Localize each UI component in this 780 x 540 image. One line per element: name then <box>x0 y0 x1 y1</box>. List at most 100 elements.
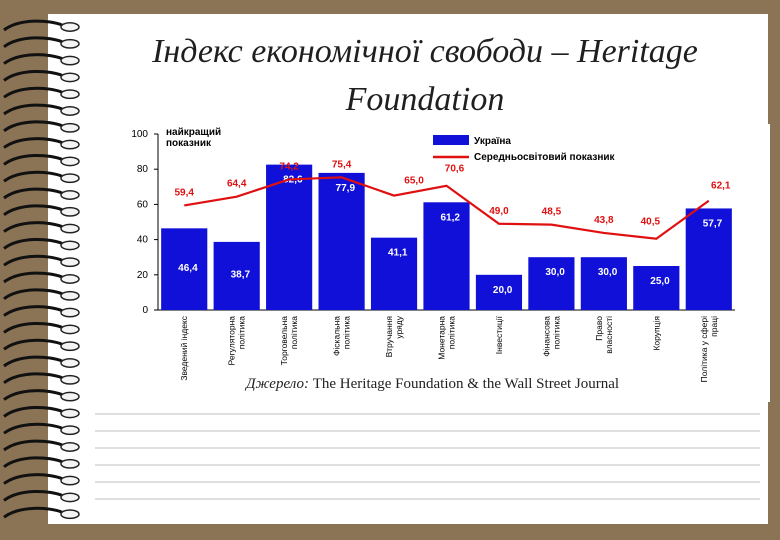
bar <box>213 241 260 310</box>
spiral-ring <box>3 473 80 486</box>
bar-value-label: 20,0 <box>493 285 513 296</box>
spiral-ring <box>3 506 80 520</box>
x-category-label: Політика у сфері праці <box>699 316 719 382</box>
line-value-label: 40,5 <box>641 217 661 228</box>
bar <box>685 208 732 310</box>
x-category-label: Торговельна політика <box>279 316 299 366</box>
line-value-label: 74,2 <box>279 161 299 172</box>
slide-title: Індекс економічної свободи – Heritage Fo… <box>152 33 698 118</box>
legend: Україна Середньосвітовий показник <box>433 135 616 163</box>
x-category-text: Монетарна <box>437 316 447 360</box>
x-category-label: Корупція <box>651 316 661 351</box>
line-value-label: 65,0 <box>404 176 424 187</box>
bar-value-label: 41,1 <box>388 248 408 259</box>
bar <box>475 274 523 310</box>
spiral-ring <box>3 120 80 133</box>
spiral-binding <box>3 19 80 520</box>
x-category-text: Корупція <box>651 316 661 351</box>
x-category-text: Фіскальна <box>332 316 342 356</box>
bar <box>633 266 680 310</box>
spiral-ring <box>3 19 80 32</box>
bar-value-label: 46,4 <box>178 263 198 274</box>
bar <box>423 202 470 310</box>
bar <box>370 237 418 310</box>
spiral-ring <box>3 322 80 335</box>
spiral-ring <box>3 86 80 100</box>
spiral-ring <box>3 36 80 49</box>
bar-value-label: 30,0 <box>598 267 618 278</box>
x-category-text: політика <box>237 316 247 350</box>
spiral-ring <box>3 490 80 503</box>
x-category-label: Право власності <box>594 316 614 354</box>
x-category-text: уряду <box>394 315 404 338</box>
spiral-ring <box>3 170 80 184</box>
spiral-ring <box>3 254 80 268</box>
spiral-ring <box>3 389 80 402</box>
best-value-note: показник <box>166 138 212 149</box>
line-value-label: 48,5 <box>542 207 562 218</box>
y-tick-label: 100 <box>131 129 148 140</box>
spiral-ring <box>3 439 80 452</box>
average-line <box>184 176 710 240</box>
bar <box>266 164 313 310</box>
x-category-text: Інвестиції <box>494 315 504 354</box>
x-category-label: Втручання уряду <box>384 315 404 357</box>
y-tick-label: 40 <box>137 235 149 246</box>
x-category-text: Втручання <box>384 316 394 358</box>
x-category-text: Зведений індекс <box>179 315 189 380</box>
line-value-label: 49,0 <box>489 206 509 217</box>
y-tick-label: 0 <box>142 305 148 316</box>
spiral-ring <box>3 221 80 234</box>
line-value-label: 75,4 <box>332 159 352 170</box>
chart-panel: 0 20 40 60 80 100 найкращий показник 46,4 38,7 82,… <box>98 124 770 402</box>
x-category-label: Фінансова політика <box>541 316 561 357</box>
bar-value-label: 38,7 <box>231 269 251 280</box>
line-value-label: 64,4 <box>227 179 247 190</box>
line-value-label: 70,6 <box>445 164 465 175</box>
x-category-label: Регуляторна політика <box>227 316 247 366</box>
spiral-ring <box>3 137 80 150</box>
spiral-ring <box>3 238 80 251</box>
line-value-label: 43,8 <box>594 215 614 226</box>
x-category-label: Монетарна політика <box>437 316 457 360</box>
bar-value-label: 57,7 <box>703 218 723 229</box>
spiral-ring <box>3 372 80 385</box>
source-label: Джерело: <box>246 376 309 392</box>
bar-value-label: 61,2 <box>440 212 460 223</box>
source-text: The Heritage Foundation & the Wall Stree… <box>312 376 620 392</box>
x-category-text: політика <box>447 316 457 350</box>
bar-value-label: 25,0 <box>650 276 670 287</box>
spiral-ring <box>3 70 80 83</box>
bar <box>528 257 575 310</box>
spiral-ring <box>3 103 80 116</box>
bar-value-label: 30,0 <box>545 267 565 278</box>
line-value-label: 59,4 <box>174 187 194 198</box>
legend-swatch-bar <box>433 135 469 145</box>
x-category-label: Інвестиції <box>494 315 504 354</box>
y-tick-label: 80 <box>137 164 149 175</box>
spiral-ring <box>3 271 80 284</box>
spiral-ring <box>3 355 80 368</box>
spiral-ring <box>3 456 80 469</box>
chart-source: Джерело: The Heritage Foundation & the W… <box>246 376 619 393</box>
spiral-ring <box>3 338 80 352</box>
x-category-text: Регуляторна <box>227 316 237 366</box>
x-category-text: власності <box>604 316 614 354</box>
bar <box>318 172 365 310</box>
x-category-text: Політика у сфері <box>699 316 709 382</box>
bar <box>161 228 208 310</box>
ruled-lines <box>95 413 760 500</box>
x-category-text: політика <box>551 316 561 350</box>
spiral-ring <box>3 406 80 419</box>
y-tick-label: 20 <box>137 270 149 281</box>
line-value-label: 62,1 <box>711 181 731 192</box>
bar <box>580 257 627 310</box>
y-tick-label: 60 <box>137 199 149 210</box>
x-category-label: Зведений індекс <box>179 315 189 380</box>
x-category-text: Торговельна <box>279 316 289 366</box>
x-category-text: політика <box>289 316 299 350</box>
best-value-note: найкращий <box>166 127 221 138</box>
spiral-ring <box>3 305 80 318</box>
spiral-ring <box>3 154 80 167</box>
